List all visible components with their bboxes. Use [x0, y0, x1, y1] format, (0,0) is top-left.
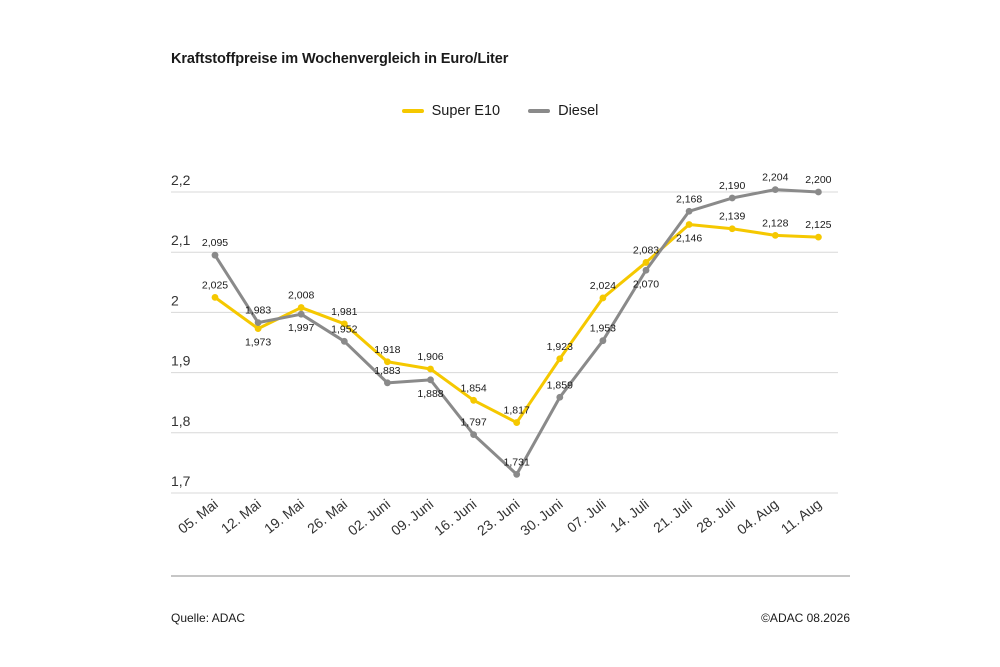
data-point-diesel: [599, 337, 607, 345]
data-label: 2,168: [676, 193, 702, 205]
copyright-note: ©ADAC 08.2026: [761, 611, 850, 625]
legend: Super E10 Diesel: [0, 103, 1000, 119]
data-label: 1,859: [547, 379, 573, 391]
gridlines: [171, 191, 838, 494]
x-tick-label: 04. Aug: [734, 496, 781, 538]
data-point-diesel: [771, 186, 779, 193]
series-lines: [211, 186, 822, 478]
x-tick-label: 07. Juli: [564, 496, 609, 536]
data-label: 2,070: [633, 278, 659, 290]
data-point-diesel: [728, 194, 736, 202]
x-tick-label: 09. Juni: [388, 496, 437, 539]
data-label: 1,997: [288, 322, 314, 334]
data-label: 2,125: [805, 219, 831, 231]
data-point-super-e10: [340, 320, 348, 328]
data-label: 2,190: [719, 180, 745, 192]
x-tick-label: 02. Juni: [345, 496, 394, 539]
data-point-super-e10: [470, 396, 477, 404]
source-note: Quelle: ADAC: [171, 611, 246, 625]
data-labels: 2,025 1,973 2,008 1,981 1,918 1,906 1,854 1,817…: [202, 172, 832, 469]
data-point-super-e10: [556, 355, 564, 363]
data-label: 1,918: [374, 344, 400, 356]
x-tick-label: 28. Juli: [693, 496, 738, 536]
data-point-super-e10: [771, 231, 779, 239]
x-tick-label: 14. Juli: [607, 496, 652, 536]
data-label: 1,797: [460, 417, 486, 429]
data-point-super-e10: [297, 304, 305, 311]
data-label: 1,854: [460, 382, 486, 394]
legend-item-diesel: Diesel: [528, 103, 598, 119]
data-label: 1,983: [245, 305, 271, 317]
data-label: 1,906: [417, 351, 443, 363]
data-point-diesel: [513, 470, 521, 478]
data-label: 1,953: [590, 323, 616, 335]
data-point-diesel: [427, 376, 434, 384]
data-label: 1,923: [547, 341, 573, 353]
y-tick-label: 2,2: [171, 172, 191, 188]
data-point-diesel: [297, 310, 305, 318]
x-tick-label: 19. Mai: [261, 496, 307, 537]
data-point-super-e10: [211, 293, 219, 301]
data-label: 1,981: [331, 306, 357, 318]
data-point-super-e10: [427, 365, 434, 373]
y-tick-label: 2: [171, 292, 179, 308]
data-point-super-e10: [642, 259, 650, 266]
data-label: 2,128: [762, 217, 788, 229]
data-label: 2,204: [762, 172, 788, 184]
x-tick-label: 16. Juni: [431, 496, 480, 539]
data-label: 2,139: [719, 211, 745, 223]
data-label: 1,731: [504, 456, 530, 468]
footer-divider: [171, 575, 850, 577]
data-point-diesel: [470, 431, 477, 439]
data-point-super-e10: [728, 225, 736, 233]
data-label: 1,952: [331, 323, 357, 335]
y-tick-label: 2,1: [171, 232, 191, 248]
data-label: 1,883: [374, 365, 400, 377]
legend-swatch-diesel: [528, 109, 551, 113]
x-tick-label: 12. Mai: [218, 496, 264, 537]
data-point-diesel: [254, 319, 262, 327]
data-point-diesel: [211, 251, 219, 259]
x-tick-label: 11. Aug: [778, 496, 824, 537]
data-point-super-e10: [815, 233, 822, 241]
data-label: 2,200: [805, 174, 831, 186]
y-tick-label: 1,7: [171, 473, 191, 489]
data-label: 2,008: [288, 290, 314, 302]
data-label: 2,083: [633, 244, 659, 256]
y-tick-label: 1,8: [171, 413, 191, 429]
data-point-super-e10: [384, 358, 391, 366]
x-tick-label: 21. Juli: [650, 496, 695, 536]
data-point-super-e10: [685, 221, 693, 228]
data-label: 2,146: [676, 233, 702, 245]
data-point-diesel: [340, 337, 348, 345]
legend-label-super-e10: Super E10: [431, 103, 501, 119]
legend-swatch-super-e10: [401, 109, 424, 113]
data-label: 1,817: [504, 405, 530, 417]
data-point-super-e10: [513, 419, 521, 426]
x-tick-label: 05. Mai: [175, 496, 221, 537]
x-tick-label: 30. Juni: [517, 496, 566, 539]
data-point-diesel: [384, 379, 391, 387]
data-label: 1,888: [417, 388, 443, 400]
data-label: 2,095: [202, 237, 228, 249]
legend-label-diesel: Diesel: [558, 103, 599, 119]
data-point-diesel: [642, 266, 650, 274]
data-point-diesel: [556, 393, 564, 401]
data-label: 1,973: [245, 337, 271, 349]
legend-item-super-e10: Super E10: [401, 103, 501, 119]
x-tick-label: 26. Mai: [304, 496, 350, 537]
y-tick-label: 1,9: [171, 353, 191, 369]
x-tick-label: 23. Juni: [474, 496, 523, 539]
y-axis-ticks: 1,7 1,8 1,9 2 2,1 2,2: [171, 172, 191, 489]
data-point-diesel: [685, 207, 693, 215]
data-point-super-e10: [254, 325, 262, 333]
chart-title: Kraftstoffpreise im Wochenvergleich in E…: [171, 51, 509, 67]
data-point-super-e10: [599, 294, 607, 302]
data-point-diesel: [815, 188, 822, 196]
data-label: 2,024: [590, 280, 616, 292]
data-label: 2,025: [202, 279, 228, 291]
